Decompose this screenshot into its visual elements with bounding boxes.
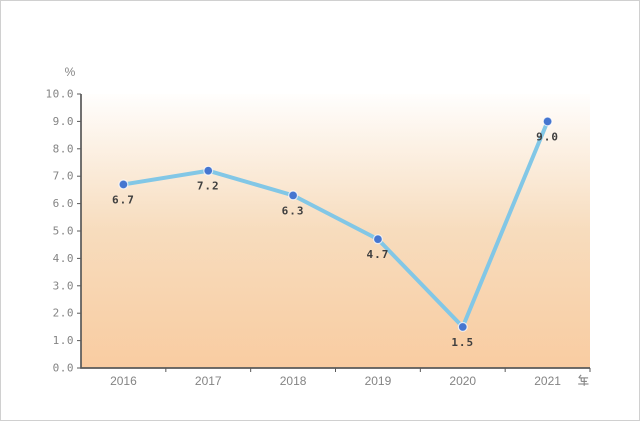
x-tick-label: 2018: [280, 374, 307, 388]
y-tick-label: 7.0: [53, 170, 74, 183]
y-tick-label: 9.0: [53, 115, 74, 128]
plot-area: [81, 94, 590, 368]
y-tick-label: 2.0: [53, 307, 74, 320]
data-point: [203, 165, 214, 176]
y-tick-label: 0.0: [53, 362, 74, 375]
y-tick-label: 6.0: [53, 197, 74, 210]
x-tick-label: 2016: [110, 374, 137, 388]
data-point: [542, 116, 553, 127]
series-line: [121, 119, 550, 329]
data-point: [372, 234, 383, 245]
data-point-label: 7.2: [197, 180, 220, 193]
y-tick-label: 8.0: [53, 142, 74, 155]
x-tick-label: 2020: [449, 374, 476, 388]
y-tick-label: 5.0: [53, 225, 74, 238]
data-point: [118, 179, 129, 190]
y-tick-label: 4.0: [53, 252, 74, 265]
y-axis-unit-label: %: [65, 65, 76, 79]
x-tick-label: 2021: [534, 374, 561, 388]
y-tick-label: 1.0: [53, 334, 74, 347]
year-glyph-stroke: [578, 374, 582, 379]
data-point-label: 4.7: [366, 248, 389, 261]
data-point-label: 6.7: [112, 193, 135, 206]
x-tick-label: 2017: [195, 374, 222, 388]
data-point: [288, 190, 299, 201]
y-tick-label: 3.0: [53, 279, 74, 292]
data-point-label: 6.3: [282, 204, 305, 217]
y-tick-label: 10.0: [46, 88, 75, 101]
data-point-label: 1.5: [451, 336, 474, 349]
data-point-label: 9.0: [536, 130, 559, 143]
data-point: [457, 321, 468, 332]
x-axis-unit-label-year-glyph: [578, 374, 589, 386]
x-tick-label: 2019: [365, 374, 392, 388]
